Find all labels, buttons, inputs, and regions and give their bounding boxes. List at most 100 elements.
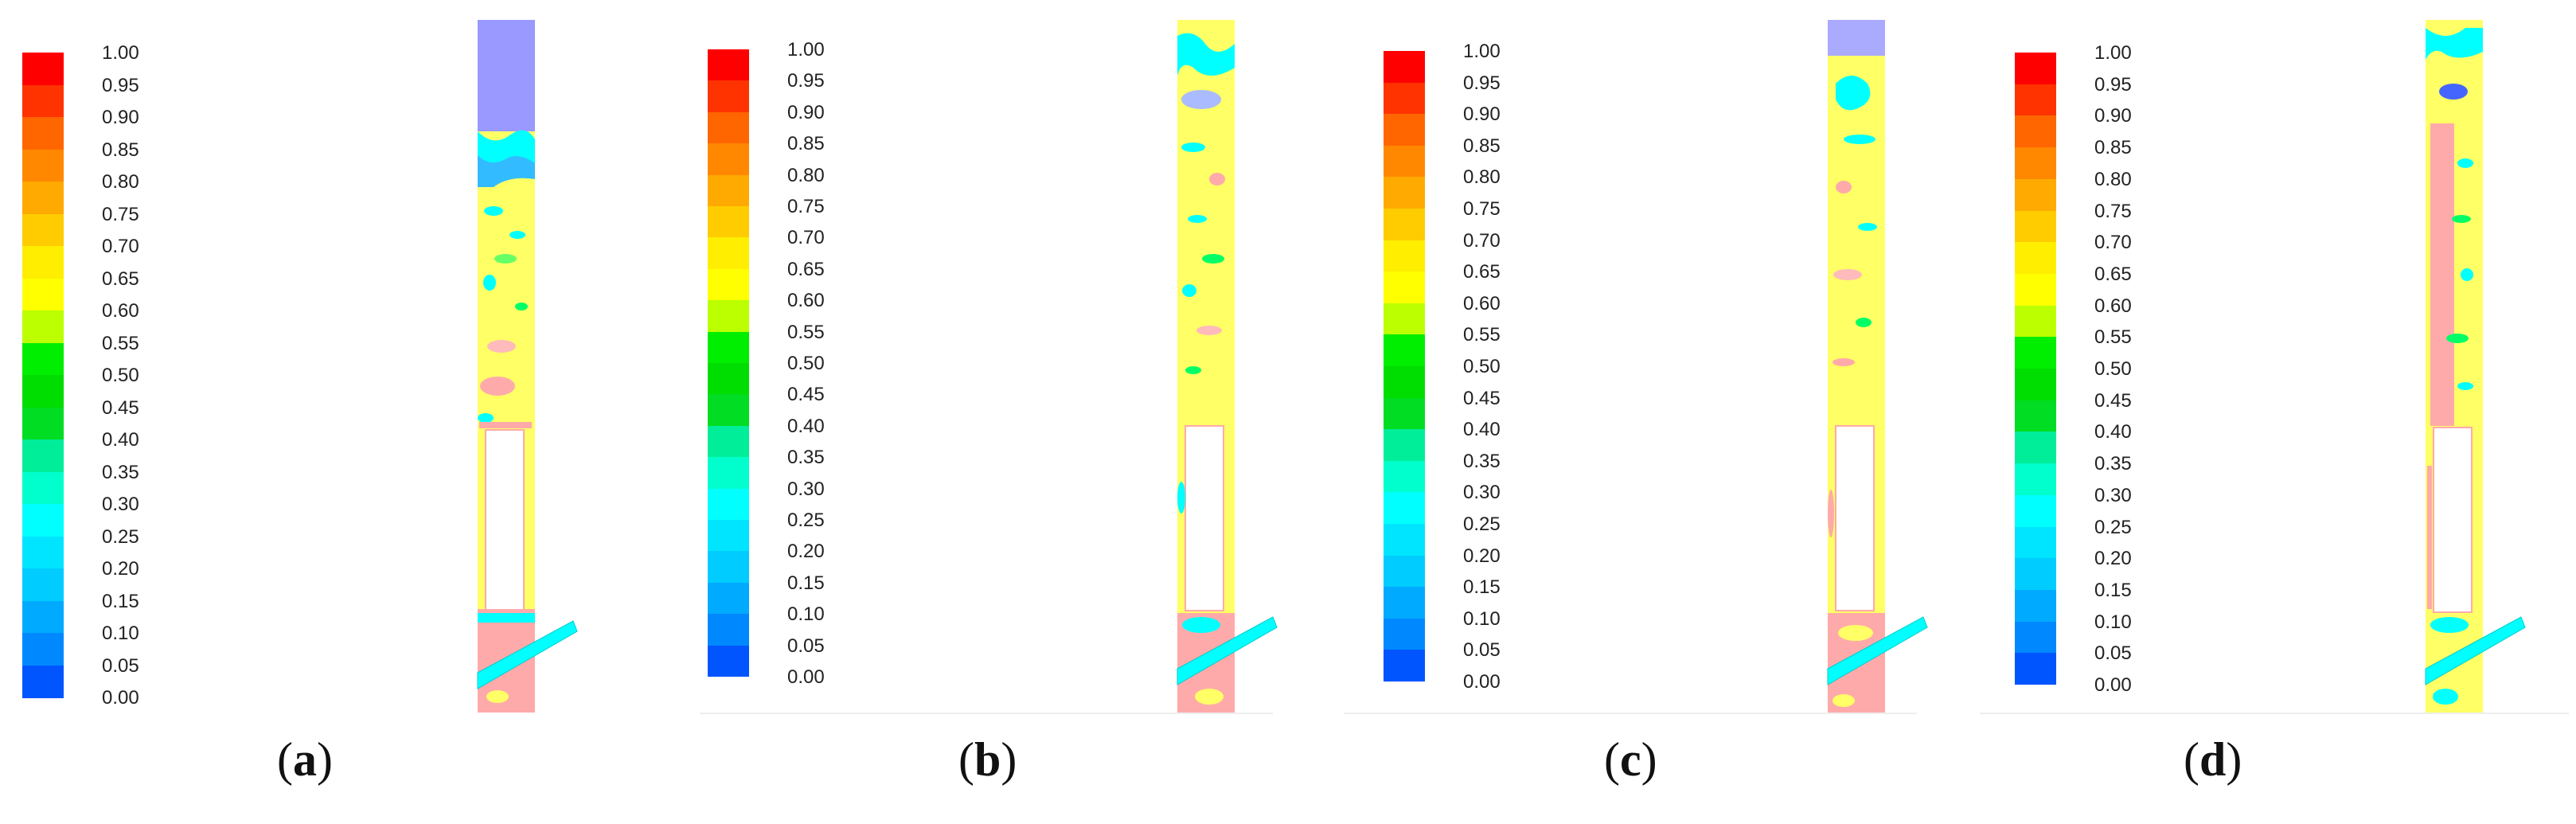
colorbar-segment [708, 49, 749, 81]
colorbar-segment [22, 504, 64, 537]
colorbar-tick-label: 0.85 [1463, 135, 1501, 157]
colorbar-segment [1384, 618, 1425, 650]
colorbar-tick-label: 0.15 [787, 572, 825, 594]
colorbar-tick-label: 0.00 [787, 666, 825, 688]
colorbar-segment [708, 488, 749, 521]
contour-plot-a [477, 20, 578, 713]
colorbar-tick-label: 0.85 [787, 133, 825, 155]
colorbar-segment [2015, 463, 2056, 496]
colorbar-segment [708, 300, 749, 333]
colorbar-d [2015, 53, 2056, 685]
colorbar-segment [1384, 460, 1425, 493]
colorbar-segment [22, 633, 64, 666]
colorbar-segment [22, 117, 64, 150]
colorbar-tick-label: 0.60 [787, 290, 825, 312]
colorbar-tick-label: 0.10 [787, 603, 825, 626]
colorbar-tick-label: 0.50 [2094, 358, 2132, 380]
colorbar-tick-label: 0.30 [2094, 484, 2132, 506]
colorbar-tick-label: 0.35 [1463, 450, 1501, 472]
colorbar-segment [2015, 337, 2056, 369]
colorbar-segment [2015, 210, 2056, 243]
colorbar-tick-label: 0.10 [2094, 611, 2132, 633]
colorbar-segment [22, 84, 64, 118]
colorbar-segment [1384, 240, 1425, 272]
colorbar-tick-label: 0.55 [2094, 326, 2132, 349]
colorbar-segment [708, 582, 749, 615]
colorbar-segment [22, 600, 64, 634]
colorbar-tick-label: 0.00 [1463, 671, 1501, 693]
colorbar-tick-label: 0.75 [787, 196, 825, 217]
colorbar-tick-label: 0.40 [787, 415, 825, 437]
colorbar-tick-label: 0.75 [2094, 200, 2132, 222]
panel-caption-d: (d) [2184, 733, 2242, 786]
colorbar-tick-label: 0.05 [787, 635, 825, 657]
colorbar-segment [1384, 587, 1425, 619]
colorbar-segment [1384, 334, 1425, 367]
colorbar-segment [708, 331, 749, 364]
colorbar-segment [2015, 558, 2056, 591]
colorbar-tick-label: 0.35 [2094, 453, 2132, 475]
colorbar-segment [22, 310, 64, 343]
colorbar-tick-label: 0.55 [1463, 324, 1501, 346]
colorbar-tick-label: 0.15 [2094, 579, 2132, 601]
colorbar-a [22, 53, 64, 698]
colorbar-tick-label: 0.80 [1463, 166, 1501, 189]
colorbar-segment [708, 206, 749, 238]
colorbar-tick-label: 0.60 [102, 300, 139, 322]
colorbar-segment [1384, 114, 1425, 146]
colorbar-tick-label: 0.25 [102, 525, 139, 548]
colorbar-segment [1384, 82, 1425, 115]
colorbar-tick-label: 0.50 [787, 353, 825, 374]
separator-d [1980, 713, 2569, 714]
colorbar-tick-label: 0.70 [787, 227, 825, 249]
colorbar-segment [708, 457, 749, 490]
panel-d: 1.00 0.95 0.90 0.85 0.80 0.75 0.70 0.65 0.60 0.55… [1932, 0, 2576, 824]
colorbar-segment [22, 407, 64, 440]
colorbar-segment [1384, 524, 1425, 556]
colorbar-segment [2015, 178, 2056, 211]
colorbar-segment [708, 143, 749, 176]
colorbar-segment [22, 149, 64, 182]
colorbar-segment [708, 363, 749, 395]
colorbar-tick-label: 0.25 [787, 510, 825, 531]
colorbar-tick-label: 1.00 [102, 42, 139, 64]
colorbar-segment [2015, 621, 2056, 654]
colorbar-segment [2015, 147, 2056, 180]
colorbar-tick-label: 0.20 [102, 558, 139, 580]
colorbar-tick-label: 0.30 [787, 478, 825, 500]
colorbar-segment [1384, 492, 1425, 525]
colorbar-tick-label: 0.45 [1463, 387, 1501, 409]
colorbar-segment [1384, 397, 1425, 430]
colorbar-tick-label: 0.40 [102, 429, 139, 451]
colorbar-tick-label: 0.15 [102, 590, 139, 612]
colorbar-segment [708, 268, 749, 301]
colorbar-tick-label: 0.45 [787, 384, 825, 406]
colorbar-tick-label: 0.45 [102, 396, 139, 419]
panel-caption-c: (c) [1604, 733, 1657, 786]
colorbar-segment [22, 53, 64, 85]
colorbar-tick-label: 0.95 [102, 74, 139, 96]
colorbar-tick-label: 0.90 [1463, 103, 1501, 126]
colorbar-segment [2015, 526, 2056, 559]
colorbar-tick-label: 0.70 [2094, 232, 2132, 254]
colorbar-segment [1384, 650, 1425, 682]
colorbar-tick-label: 0.70 [1463, 229, 1501, 252]
colorbar-segment [1384, 366, 1425, 399]
colorbar-segment [708, 394, 749, 427]
colorbar-tick-label: 0.75 [1463, 198, 1501, 220]
colorbar-segment [1384, 429, 1425, 462]
colorbar-segment [22, 278, 64, 311]
colorbar-tick-label: 0.05 [1463, 639, 1501, 662]
colorbar-tick-label: 0.60 [1463, 292, 1501, 314]
colorbar-segment [708, 551, 749, 584]
colorbar-tick-label: 0.90 [787, 101, 825, 123]
contour-plot-d [2425, 20, 2526, 713]
contour-plot-b [1177, 20, 1278, 713]
colorbar-tick-label: 0.95 [2094, 73, 2132, 96]
colorbar-segment [2015, 589, 2056, 623]
colorbar-segment [2015, 115, 2056, 148]
colorbar-segment [2015, 432, 2056, 464]
colorbar-tick-label: 0.00 [2094, 674, 2132, 696]
colorbar-segment [2015, 273, 2056, 307]
colorbar-segment [22, 471, 64, 505]
